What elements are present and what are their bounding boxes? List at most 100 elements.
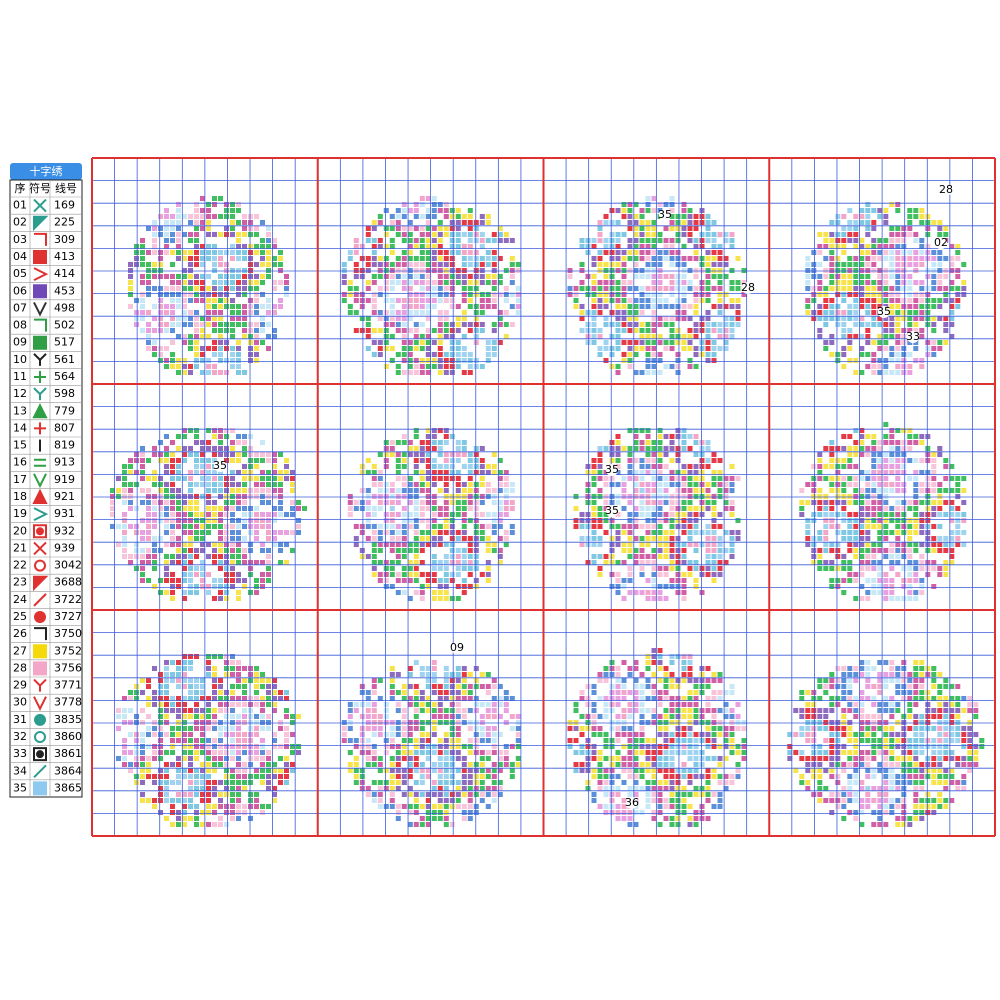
thread-code: 453 xyxy=(54,284,75,297)
symbol xyxy=(33,696,47,711)
symbol-shape xyxy=(32,403,48,419)
stitch-cells xyxy=(377,202,515,327)
thread-code: 564 xyxy=(54,370,75,383)
row-index: 10 xyxy=(13,353,27,366)
thread-code: 502 xyxy=(54,319,75,332)
symbol-shape xyxy=(33,301,47,317)
symbol-shape xyxy=(33,507,49,522)
symbol-shape xyxy=(34,318,47,332)
symbol-shape xyxy=(33,593,47,607)
thread-code: 3042 xyxy=(54,559,82,572)
row-index: 16 xyxy=(13,456,27,469)
thread-code: 3727 xyxy=(54,610,82,623)
symbol xyxy=(33,284,47,299)
stitch-cells xyxy=(811,208,967,357)
thread-code: 413 xyxy=(54,250,75,263)
symbol-shape xyxy=(34,232,47,246)
thread-code: 3771 xyxy=(54,679,82,692)
symbol-shape xyxy=(33,198,47,213)
stitch-cells xyxy=(847,660,901,815)
symbol-shape xyxy=(34,458,46,467)
row-index: 26 xyxy=(13,627,27,640)
thread-code: 517 xyxy=(54,336,75,349)
symbol xyxy=(33,507,49,522)
row-index: 04 xyxy=(13,250,27,263)
symbol-shape xyxy=(33,541,47,556)
symbol xyxy=(33,644,47,659)
stitch-cells xyxy=(413,428,485,595)
annotation-dot xyxy=(214,460,226,472)
annotation: 09 xyxy=(450,641,464,654)
column-header: 序 xyxy=(15,181,26,195)
symbol xyxy=(34,232,47,246)
thread-code: 3688 xyxy=(54,576,82,589)
stitch-cells xyxy=(134,220,289,345)
stitch-cells xyxy=(395,196,521,321)
stitch-cells xyxy=(651,196,687,291)
stitch-cells xyxy=(579,428,735,571)
row-index: 23 xyxy=(13,576,27,589)
stitch-cells xyxy=(787,708,973,815)
stitch-cells xyxy=(347,696,521,809)
row-index: 12 xyxy=(13,387,27,400)
row-index: 25 xyxy=(13,610,27,623)
thread-code: 939 xyxy=(54,541,75,554)
row-index: 07 xyxy=(13,301,27,314)
row-index: 32 xyxy=(13,730,27,743)
stitch-cells xyxy=(811,232,961,375)
symbol-shape xyxy=(33,696,47,711)
stitch-cells xyxy=(597,678,747,815)
stitch-cells xyxy=(871,458,919,601)
symbol-shape xyxy=(34,371,46,383)
annotation-dot xyxy=(935,237,947,249)
symbol xyxy=(33,267,49,282)
thread-code: 309 xyxy=(54,233,75,246)
row-index: 08 xyxy=(13,319,27,332)
stitch-cells xyxy=(347,666,521,815)
thread-code: 169 xyxy=(54,199,75,212)
symbol xyxy=(33,575,49,592)
symbol-shape xyxy=(33,747,47,762)
stitch-cells xyxy=(621,470,669,601)
symbol-shape xyxy=(33,781,47,796)
annotation: 02 xyxy=(934,236,948,249)
stitch-cells xyxy=(799,440,937,601)
symbol xyxy=(33,541,47,556)
stitch-cells xyxy=(859,446,925,601)
annotation: 28 xyxy=(939,183,953,196)
symbol-shape xyxy=(33,575,49,592)
thread-code: 414 xyxy=(54,267,75,280)
stitch-cells xyxy=(799,666,985,827)
symbol xyxy=(33,524,47,539)
symbol-shape xyxy=(33,473,47,489)
row-index: 02 xyxy=(13,216,27,229)
stitch-cells xyxy=(347,702,521,737)
thread-code: 3752 xyxy=(54,644,82,657)
stitch-cells xyxy=(579,208,741,363)
thread-code: 3861 xyxy=(54,747,82,760)
thread-code: 807 xyxy=(54,421,75,434)
symbol-shape xyxy=(33,764,47,778)
annotation-dot xyxy=(742,282,754,294)
stitch-cells xyxy=(371,202,521,375)
stitch-cells xyxy=(407,666,461,797)
row-index: 06 xyxy=(13,284,27,297)
annotation: 35 xyxy=(605,504,619,517)
stitch-cells xyxy=(353,428,503,589)
stitch-cells xyxy=(200,244,241,375)
thread-code: 3860 xyxy=(54,730,82,743)
symbol xyxy=(34,458,46,467)
symbol-shape xyxy=(33,524,47,539)
stitch-cells xyxy=(799,720,961,791)
stitch-cells xyxy=(164,440,295,601)
stitch-cells xyxy=(170,452,235,595)
stitch-cells xyxy=(140,196,289,363)
stitch-cells xyxy=(158,660,295,815)
thread-code: 819 xyxy=(54,439,75,452)
stitch-cells xyxy=(341,678,515,827)
annotation-dot xyxy=(451,642,463,654)
row-index: 20 xyxy=(13,524,27,537)
stitch-cells xyxy=(389,440,473,577)
